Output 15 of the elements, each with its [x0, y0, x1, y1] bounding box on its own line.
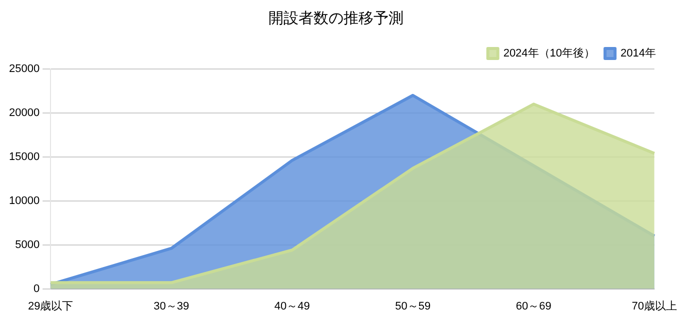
x-tick-label: 70歳以上 — [632, 299, 678, 312]
legend-label: 2014年 — [620, 48, 656, 60]
x-tick-label: 50～59 — [395, 300, 431, 312]
legend-label: 2024年（10年後） — [503, 48, 596, 60]
x-tick-label: 40～49 — [274, 300, 310, 312]
y-tick-label: 25000 — [8, 63, 40, 76]
y-tick-label: 20000 — [8, 106, 40, 119]
chart-title: 開設者数の推移予測 — [268, 8, 404, 27]
x-tick-label: 60～69 — [516, 300, 552, 312]
x-tick-label: 29歳以下 — [28, 299, 74, 312]
y-tick-label: 5000 — [15, 238, 40, 251]
y-tick-label: 0 — [33, 282, 40, 295]
y-tick-label: 15000 — [8, 150, 40, 163]
x-tick-label: 30～39 — [154, 300, 190, 312]
y-tick-label: 10000 — [8, 194, 40, 207]
